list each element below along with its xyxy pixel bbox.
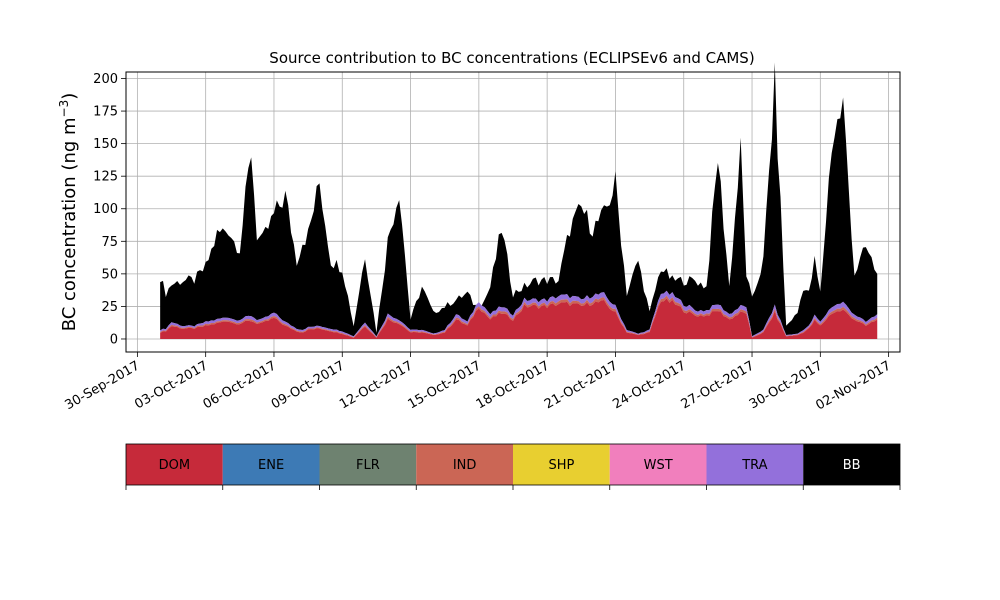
x-tick-label: 27-Oct-2017 bbox=[679, 358, 757, 412]
y-tick-label: 75 bbox=[101, 235, 118, 250]
x-tick-label: 15-Oct-2017 bbox=[405, 358, 483, 412]
x-tick-label: 24-Oct-2017 bbox=[610, 358, 688, 412]
legend: DOM ENE FLR IND SHP WST TRA BB bbox=[125, 443, 901, 490]
legend-label-shp: SHP bbox=[548, 458, 574, 473]
legend-label-ind: IND bbox=[453, 458, 477, 473]
legend-label-dom: DOM bbox=[159, 458, 190, 473]
x-tick-label: 30-Oct-2017 bbox=[747, 358, 825, 412]
legend-swatch-ind bbox=[416, 444, 513, 485]
x-tick-label: 18-Oct-2017 bbox=[474, 358, 552, 412]
y-tick-label: 200 bbox=[93, 72, 118, 87]
legend-swatch-wst bbox=[609, 444, 707, 485]
legend-label-wst: WST bbox=[644, 458, 673, 473]
y-tick-label: 150 bbox=[93, 137, 118, 152]
chart-title: Source contribution to BC concentrations… bbox=[269, 49, 754, 67]
x-tick-label: 09-Oct-2017 bbox=[269, 358, 347, 412]
legend-swatch-flr bbox=[319, 444, 417, 485]
area-ind bbox=[160, 295, 878, 338]
y-tick-label: 25 bbox=[101, 300, 118, 315]
area-bb bbox=[160, 62, 878, 337]
x-tick-label: 03-Oct-2017 bbox=[132, 358, 210, 412]
legend-swatch-tra bbox=[706, 444, 804, 485]
x-tick-label: 21-Oct-2017 bbox=[542, 358, 620, 412]
y-axis-label: BC concentration (ng m−3) bbox=[57, 93, 80, 332]
plot-frame bbox=[125, 71, 901, 353]
stacked-areas bbox=[160, 62, 878, 339]
legend-swatch-bb bbox=[803, 444, 900, 485]
y-axis: 0 25 50 75 100 125 150 175 200 bbox=[93, 72, 126, 347]
y-tick-label: 50 bbox=[101, 267, 118, 282]
legend-label-ene: ENE bbox=[258, 458, 284, 473]
legend-swatch-ene bbox=[222, 444, 320, 485]
grid bbox=[126, 72, 900, 352]
y-axis-label-superscript: −3 bbox=[57, 100, 71, 118]
y-tick-label: 125 bbox=[93, 170, 118, 185]
legend-swatch-dom bbox=[126, 444, 223, 485]
legend-label-bb: BB bbox=[843, 458, 861, 473]
x-tick-label: 06-Oct-2017 bbox=[201, 358, 279, 412]
legend-swatch-shp bbox=[513, 444, 610, 485]
x-tick-label: 02-Nov-2017 bbox=[813, 358, 893, 413]
y-tick-label: 175 bbox=[93, 105, 118, 120]
x-tick-label: 30-Sep-2017 bbox=[63, 358, 143, 413]
y-tick-label: 100 bbox=[93, 202, 118, 217]
x-tick-label: 12-Oct-2017 bbox=[337, 358, 415, 412]
y-tick-label: 0 bbox=[110, 332, 118, 347]
area-tra bbox=[160, 290, 878, 338]
legend-label-flr: FLR bbox=[356, 458, 380, 473]
x-axis: 30-Sep-201703-Oct-201706-Oct-201709-Oct-… bbox=[63, 352, 894, 413]
legend-label-tra: TRA bbox=[741, 458, 767, 473]
area-dom bbox=[160, 298, 878, 339]
